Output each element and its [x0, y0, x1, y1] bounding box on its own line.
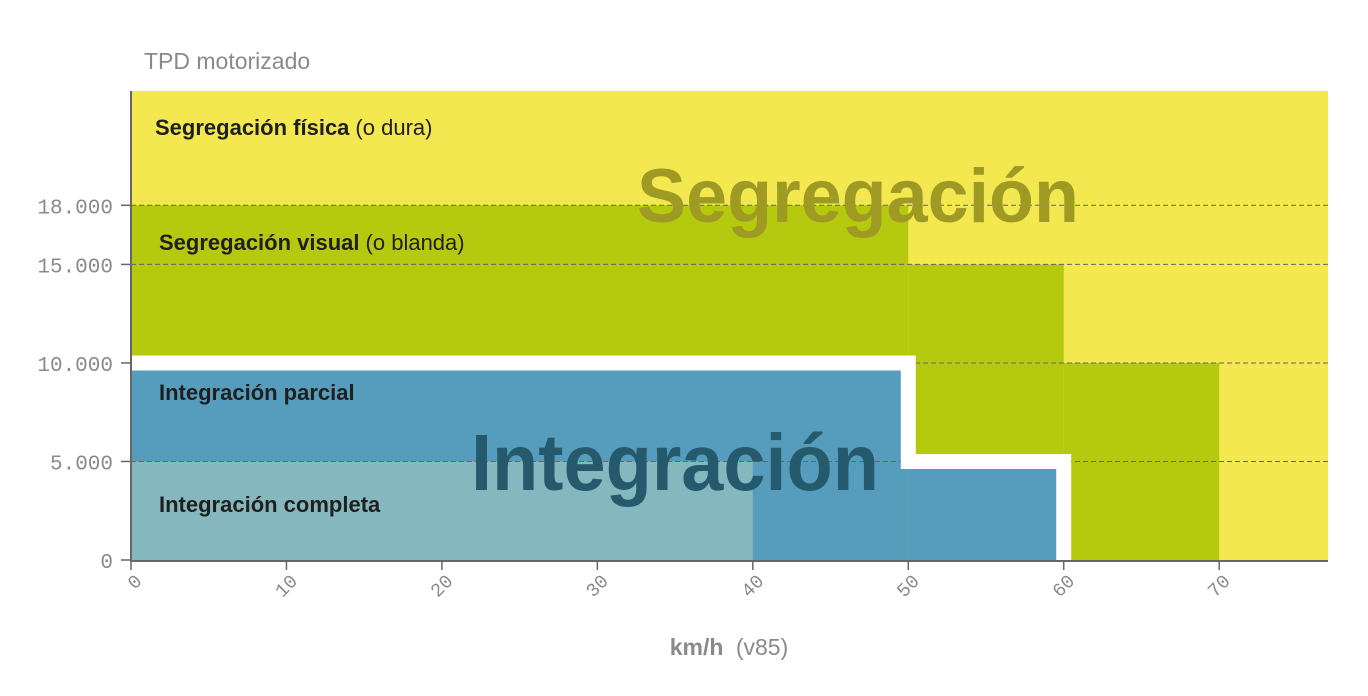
y-axis-title: TPD motorizado: [144, 48, 310, 74]
y-tick-label: 18.000: [37, 197, 113, 220]
zone-label-integracion-parcial: Integración parcial: [159, 380, 355, 405]
zone-label-qualifier: (o blanda): [366, 230, 465, 255]
x-axis-unit: km/h: [670, 634, 724, 660]
x-tick-label: 50: [893, 571, 925, 603]
integration-boundary-layer: [131, 355, 1072, 560]
x-tick-label: 10: [271, 571, 303, 603]
x-tick-label: 40: [737, 571, 769, 603]
axes-layer: [121, 91, 1328, 570]
x-tick-label: 60: [1048, 571, 1080, 603]
zone-label-layer: Segregación física (o dura) Segregación vi…: [155, 115, 465, 517]
y-tick-label: 15.000: [37, 256, 113, 279]
y-tick-label: 0: [100, 552, 113, 575]
zone-label-name: Segregación física: [155, 115, 350, 140]
integration-boundary: [131, 355, 1072, 560]
zone-label-name: Integración completa: [159, 492, 381, 517]
zone-label-name: Segregación visual: [159, 230, 360, 255]
x-axis-title: km/h (v85): [670, 634, 788, 660]
x-tick-label: 20: [426, 571, 458, 603]
y-tick-label: 10.000: [37, 355, 113, 378]
x-tick-label: 30: [582, 571, 614, 603]
zone-label-qualifier: (o dura): [355, 115, 432, 140]
x-axis-unit-suffix: (v85): [736, 634, 788, 660]
zone-label-segregacion-fisica: Segregación física (o dura): [155, 115, 432, 140]
tick-label-layer: 0 5.000 10.000 15.000 18.000 0 10 20 30 40 50 60 70: [37, 197, 1235, 602]
zone-integracion-parcial-step-2: [908, 461, 1064, 560]
x-tick-label: 70: [1204, 571, 1236, 603]
x-tick-label: 0: [124, 571, 148, 595]
zone-label-name: Integración parcial: [159, 380, 355, 405]
zone-label-integracion-completa: Integración completa: [159, 492, 381, 517]
zone-integracion-completa-step-1: [131, 461, 753, 560]
overlay-label-layer: Segregación Integración: [471, 154, 1079, 507]
overlay-label-segregacion: Segregación: [637, 154, 1079, 239]
zone-label-segregacion-visual: Segregación visual (o blanda): [159, 230, 465, 255]
y-tick-label: 5.000: [50, 453, 113, 476]
overlay-label-integracion: Integración: [471, 418, 879, 507]
